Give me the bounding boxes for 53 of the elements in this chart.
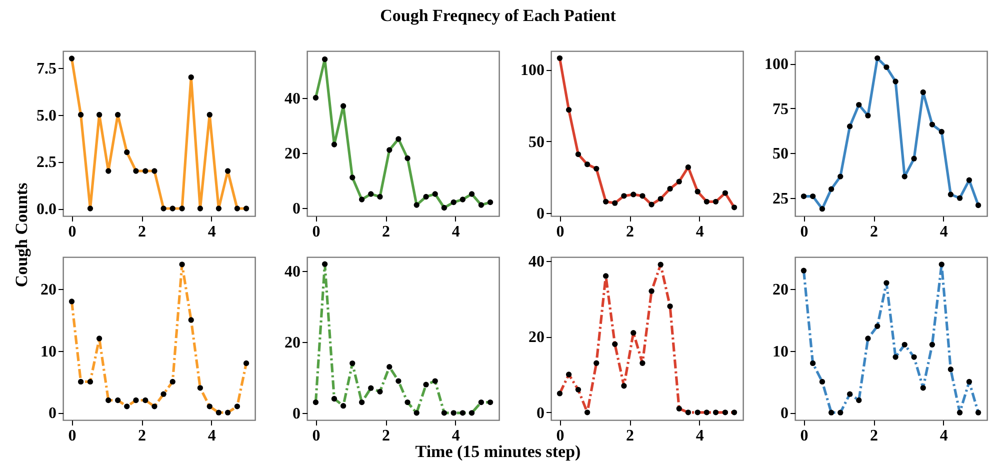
- y-tick-label: 100: [520, 62, 544, 80]
- y-tick-label: 10: [772, 343, 788, 360]
- x-tick-label: 4: [940, 428, 948, 444]
- x-tick-label: 2: [626, 428, 634, 444]
- x-tick-label: 0: [800, 224, 808, 240]
- x-tick-label: 2: [870, 224, 878, 240]
- y-tick-label: 0: [48, 405, 56, 422]
- x-tick-label: 4: [696, 224, 704, 240]
- y-tick-label: 25: [772, 190, 788, 208]
- x-tick-label: 2: [382, 224, 390, 240]
- y-tick-label: 7.5: [36, 60, 56, 78]
- y-tick-label: 0.0: [36, 201, 56, 218]
- y-tick-label: 0: [536, 404, 544, 422]
- y-tick-label: 20: [528, 329, 544, 346]
- y-tick-label: 40: [284, 90, 300, 108]
- y-axis-title: Cough Counts: [12, 182, 32, 288]
- y-tick-label: 5.0: [36, 107, 56, 124]
- x-tick-label: 0: [312, 428, 320, 444]
- x-tick-label: 4: [208, 428, 216, 444]
- y-tick-label: 20: [772, 282, 788, 299]
- x-tick-label: 4: [696, 428, 704, 444]
- x-tick-label: 2: [870, 428, 878, 444]
- y-tick-label: 0: [292, 200, 300, 218]
- x-tick-label: 4: [452, 428, 460, 444]
- x-tick-label: 0: [556, 428, 564, 444]
- y-tick-label: 40: [528, 253, 544, 270]
- x-tick-label: 0: [556, 224, 564, 240]
- y-tick-label: 0: [780, 405, 788, 422]
- x-tick-label: 0: [68, 224, 76, 240]
- y-tick-label: 50: [772, 146, 788, 163]
- text: Time (15 minutes step): [415, 442, 581, 461]
- x-tick-label: 0: [800, 428, 808, 444]
- y-tick-label: 100: [764, 56, 788, 74]
- x-tick-label: 4: [452, 224, 460, 240]
- x-tick-label: 4: [208, 224, 216, 240]
- x-tick-label: 0: [312, 224, 320, 240]
- x-tick-label: 4: [940, 224, 948, 240]
- text: Cough Freqnecy of Each Patient: [379, 6, 617, 26]
- x-tick-label: 2: [626, 224, 634, 240]
- y-tick-label: 40: [284, 264, 300, 281]
- y-tick-label: 2.5: [36, 154, 56, 172]
- y-tick-label: 10: [40, 343, 56, 360]
- y-tick-label: 20: [284, 334, 300, 352]
- x-tick-label: 0: [68, 428, 76, 444]
- x-tick-label: 2: [382, 428, 390, 444]
- x-tick-label: 2: [138, 428, 146, 444]
- y-tick-label: 75: [772, 100, 788, 118]
- x-tick-label: 2: [138, 224, 146, 240]
- y-tick-label: 20: [40, 282, 56, 299]
- y-tick-label: 20: [284, 145, 300, 162]
- y-tick-label: 0: [536, 206, 544, 223]
- y-tick-label: 0: [292, 405, 300, 422]
- y-tick-label: 50: [528, 134, 544, 151]
